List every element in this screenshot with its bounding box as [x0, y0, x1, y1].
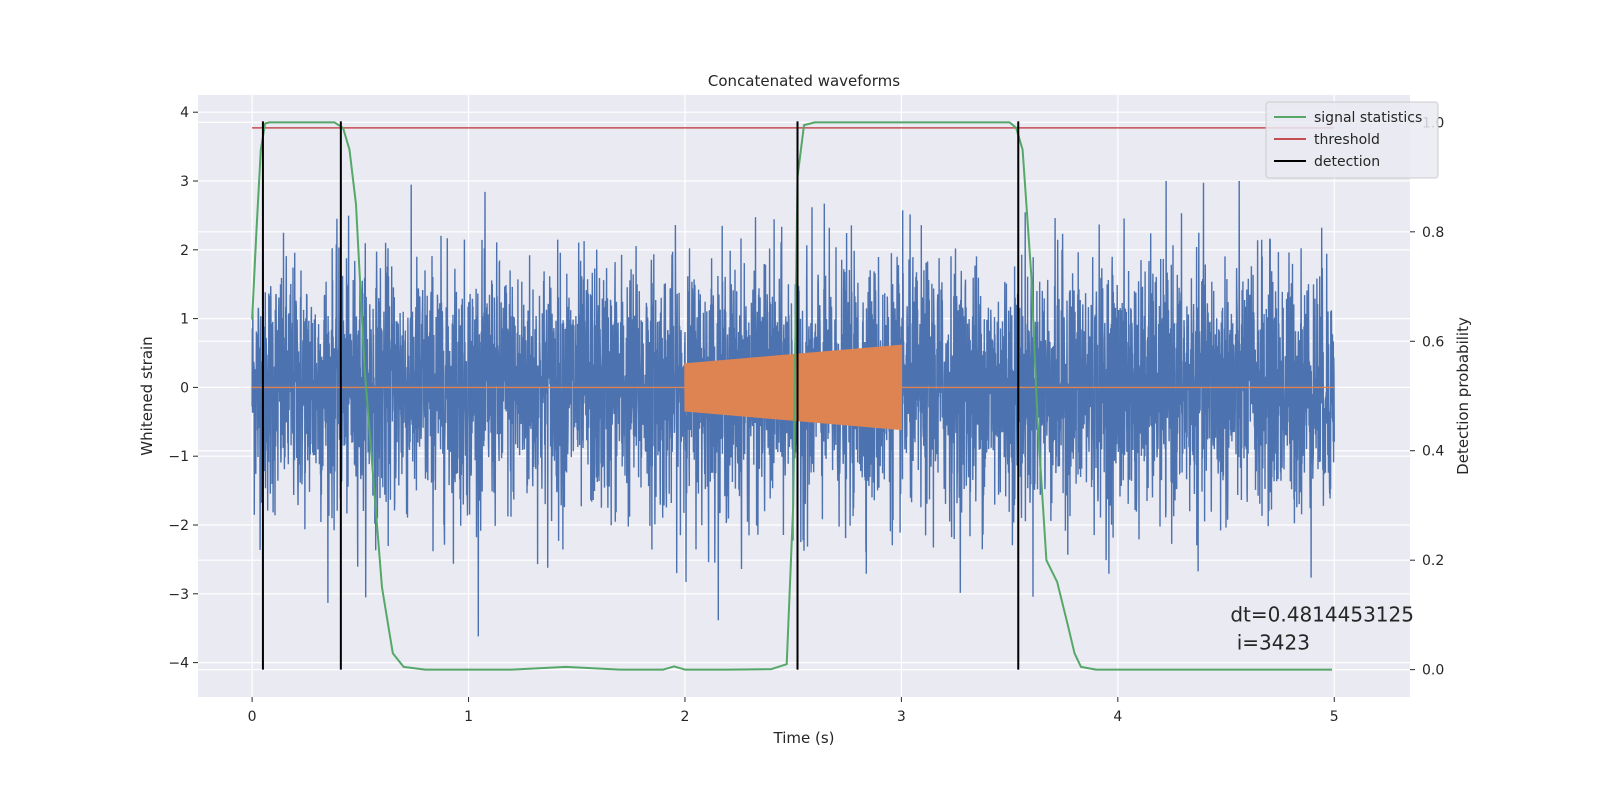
annotation-dt: dt=0.4814453125: [1230, 602, 1414, 626]
y2-tick-label: 0.6: [1422, 334, 1444, 350]
y-tick-label: 0: [180, 380, 189, 396]
y-tick-label: −4: [168, 656, 189, 672]
y2-tick-label: 0.4: [1422, 444, 1444, 460]
y-tick-label: 4: [180, 105, 189, 121]
x-tick-label: 5: [1330, 709, 1339, 725]
y-tick-label: 2: [180, 243, 189, 259]
x-tick-label: 3: [897, 709, 906, 725]
y-tick-label: 1: [180, 312, 189, 328]
y-axis-label: Whitened strain: [138, 336, 156, 455]
series-layer: [251, 121, 1335, 671]
signal-statistics-line: [251, 121, 1333, 671]
y-tick-label: −2: [168, 518, 189, 534]
legend-threshold-label: threshold: [1314, 132, 1380, 148]
y-tick-label: −3: [168, 587, 189, 603]
legend-signal-statistics-label: signal statistics: [1314, 110, 1422, 126]
y-tick-label: 3: [180, 174, 189, 190]
y2-axis-label: Detection probability: [1454, 317, 1472, 475]
chart-title: Concatenated waveforms: [708, 72, 900, 90]
x-tick-label: 1: [464, 709, 473, 725]
annotation-index: i=3423: [1230, 630, 1310, 654]
y-tick-label: −1: [168, 449, 189, 465]
legend-box: [1265, 101, 1439, 179]
x-axis-label: Time (s): [773, 729, 835, 747]
legend: signal statistics threshold detection: [1265, 101, 1439, 179]
template-waveform-series: [252, 344, 1335, 431]
legend-detection-label: detection: [1314, 154, 1380, 170]
y2-tick-label: 0.8: [1422, 225, 1444, 241]
x-tick-label: 2: [681, 709, 690, 725]
y2-tick-label: 0.2: [1422, 553, 1444, 569]
y2-tick-label: 0.0: [1422, 663, 1444, 679]
x-tick-label: 4: [1113, 709, 1122, 725]
x-tick-label: 0: [248, 709, 257, 725]
